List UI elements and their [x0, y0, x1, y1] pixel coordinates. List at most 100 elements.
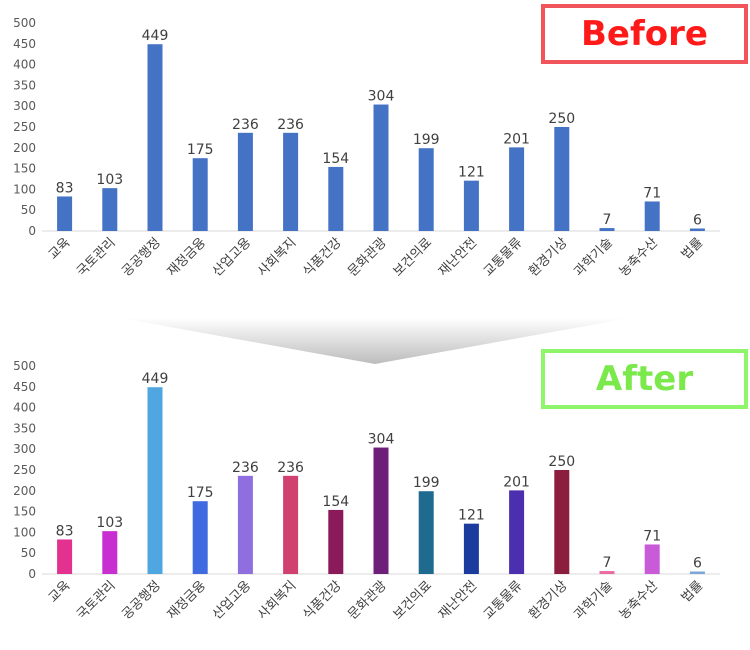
bar: [463, 180, 479, 231]
after-badge-label: After: [595, 359, 694, 399]
y-tick-label: 450: [13, 380, 36, 394]
bar: [237, 132, 253, 231]
before-badge: Before: [541, 4, 748, 64]
category-label: 법률: [679, 578, 707, 606]
data-label: 304: [368, 89, 395, 105]
category-label: 교육: [46, 578, 74, 606]
data-label: 236: [232, 117, 259, 133]
bar: [509, 147, 525, 231]
category-label: 산업고용: [210, 578, 254, 622]
category-label: 식품건강: [300, 578, 344, 622]
category-label: 과학기술: [571, 235, 615, 279]
data-label: 236: [277, 460, 304, 476]
y-tick-label: 400: [13, 401, 36, 415]
bar: [509, 490, 525, 574]
data-label: 121: [458, 165, 485, 181]
category-label: 공공행정: [119, 235, 164, 280]
bar: [599, 228, 615, 231]
data-label: 71: [643, 528, 661, 544]
category-label: 농축수산: [617, 578, 661, 622]
y-tick-label: 150: [13, 505, 36, 519]
category-label: 교통물류: [481, 578, 525, 622]
category-label: 재정금융: [165, 235, 209, 279]
data-label: 250: [548, 454, 575, 470]
category-label: 교육: [46, 235, 74, 263]
bar: [644, 201, 660, 231]
transition-arrow: [120, 318, 630, 364]
after-chart: 0 50 100 150 200 250 300 350 400 450 500 83 교육 103 국토관…: [13, 359, 720, 623]
data-label: 175: [187, 142, 214, 158]
bar: [57, 539, 73, 574]
bar: [418, 148, 434, 231]
data-label: 199: [413, 475, 440, 491]
category-label: 재정금융: [165, 578, 209, 622]
data-label: 121: [458, 508, 485, 524]
category-label: 문화관광: [345, 235, 389, 279]
data-label: 154: [322, 494, 349, 510]
bar: [689, 571, 705, 574]
data-label: 449: [142, 28, 169, 44]
y-tick-label: 250: [13, 463, 36, 477]
category-label: 재난안전: [436, 578, 480, 622]
data-label: 199: [413, 132, 440, 148]
data-label: 7: [603, 555, 612, 571]
data-label: 154: [322, 151, 349, 167]
category-label: 환경기상: [526, 578, 570, 622]
category-label: 농축수산: [617, 235, 661, 279]
y-tick-label: 300: [13, 99, 36, 113]
category-label: 공공행정: [119, 578, 164, 623]
data-label: 236: [277, 117, 304, 133]
bar: [554, 127, 570, 231]
y-tick-label: 450: [13, 37, 36, 51]
bar: [147, 387, 163, 574]
y-tick-label: 350: [13, 421, 36, 435]
data-label: 201: [503, 474, 530, 490]
category-label: 환경기상: [526, 235, 570, 279]
category-label: 국토관리: [74, 235, 118, 279]
bar: [644, 544, 660, 574]
y-tick-label: 500: [13, 359, 36, 373]
y-tick-label: 200: [13, 484, 36, 498]
bar: [283, 475, 299, 574]
bar: [328, 166, 344, 231]
data-label: 83: [56, 180, 74, 196]
bar: [283, 132, 299, 231]
category-label: 사회복지: [255, 235, 299, 279]
y-tick-label: 50: [21, 203, 36, 217]
bar: [192, 501, 208, 574]
bar: [57, 196, 73, 231]
y-tick-label: 0: [28, 567, 36, 581]
y-tick-label: 100: [13, 525, 36, 539]
data-label: 236: [232, 460, 259, 476]
bar: [102, 531, 118, 574]
y-tick-label: 200: [13, 141, 36, 155]
data-label: 7: [603, 212, 612, 228]
y-tick-label: 500: [13, 16, 36, 30]
bar: [373, 104, 389, 231]
bar: [599, 571, 615, 574]
data-label: 83: [56, 523, 74, 539]
y-tick-label: 250: [13, 120, 36, 134]
bar: [192, 158, 208, 231]
data-label: 449: [142, 371, 169, 387]
category-label: 교통물류: [481, 235, 525, 279]
category-label: 산업고용: [210, 235, 254, 279]
y-tick-label: 50: [21, 546, 36, 560]
y-tick-label: 300: [13, 442, 36, 456]
category-label: 문화관광: [345, 578, 389, 622]
category-label: 재난안전: [436, 235, 480, 279]
data-label: 250: [548, 111, 575, 127]
data-label: 201: [503, 131, 530, 147]
bar: [689, 228, 705, 231]
data-label: 103: [96, 515, 123, 531]
data-label: 6: [693, 213, 702, 229]
y-tick-label: 400: [13, 58, 36, 72]
y-tick-label: 100: [13, 182, 36, 196]
bar: [554, 470, 570, 574]
bar: [373, 447, 389, 574]
category-label: 국토관리: [74, 578, 118, 622]
data-label: 304: [368, 432, 395, 448]
bar: [463, 523, 479, 574]
data-label: 103: [96, 172, 123, 188]
